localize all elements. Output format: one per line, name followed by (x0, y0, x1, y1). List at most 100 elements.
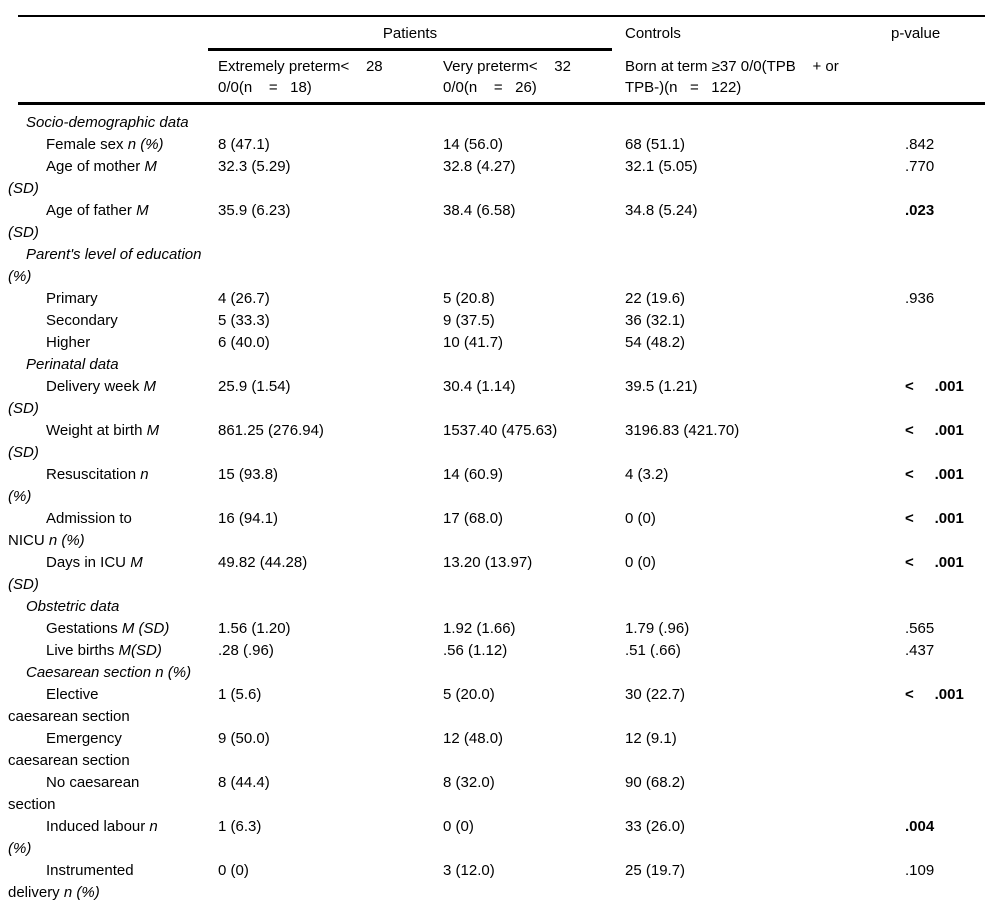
row-label: Age of mother M (SD) (8, 158, 157, 197)
cell-controls: 34.8 (5.24) (625, 202, 698, 219)
cell-very-preterm: 9 (37.5) (443, 312, 495, 329)
cell-very-preterm: 13.20 (13.97) (443, 554, 533, 571)
row-label: Weight at birth M (SD) (8, 422, 160, 461)
table-row: Delivery week M (SD) 25.9 (1.54) 30.4 (1… (8, 376, 1000, 420)
table-row: No caesarean section 8 (44.4) 8 (32.0) 9… (8, 772, 1000, 816)
row-label: Emergency caesarean section (8, 730, 130, 769)
cell-pvalue: < .001 (905, 686, 964, 703)
subheader-blank (8, 51, 218, 102)
comparison-table: Patients Controls p-value Extremely pret… (8, 15, 1000, 913)
table-row: Gestations M (SD) 1.56 (1.20) 1.92 (1.66… (8, 618, 1000, 640)
row-label: Live births M(SD) (46, 642, 162, 659)
table-row: Primary 4 (26.7) 5 (20.8) 22 (19.6) .936 (8, 288, 1000, 310)
cell-very-preterm: 10 (41.7) (443, 334, 504, 351)
cell-pvalue: .004 (905, 818, 935, 835)
cell-controls: 25 (19.7) (625, 862, 686, 879)
cell-controls: 0 (0) (625, 554, 656, 571)
cell-extremely-preterm: 49.82 (44.28) (218, 554, 308, 571)
cell-controls: .51 (.66) (625, 642, 681, 659)
cell-pvalue: < .001 (905, 510, 964, 527)
header-blank (8, 17, 218, 51)
cell-very-preterm: .56 (1.12) (443, 642, 508, 659)
cell-controls: 12 (9.1) (625, 730, 677, 747)
table-row: Female sex n (%) 8 (47.1) 14 (56.0) 68 (… (8, 134, 1000, 156)
cell-pvalue: .565 (905, 620, 935, 637)
cell-controls: 3196.83 (421.70) (625, 422, 740, 439)
cell-controls: 4 (3.2) (625, 466, 669, 483)
cell-controls: 68 (51.1) (625, 136, 686, 153)
cell-extremely-preterm: 8 (44.4) (218, 774, 270, 791)
cell-extremely-preterm: 1 (6.3) (218, 818, 262, 835)
cell-extremely-preterm: 1 (5.6) (218, 686, 262, 703)
cell-extremely-preterm: 25.9 (1.54) (218, 378, 291, 395)
cell-pvalue: .109 (905, 862, 935, 879)
cell-pvalue: < .001 (905, 554, 964, 571)
row-label: Obstetric data (26, 598, 120, 615)
cell-extremely-preterm: 8 (47.1) (218, 136, 270, 153)
table-row: Days in ICU M (SD) 49.82 (44.28) 13.20 (… (8, 552, 1000, 596)
table-row: Emergency caesarean section 9 (50.0) 12 … (8, 728, 1000, 772)
row-label: Gestations M (SD) (46, 620, 170, 637)
cell-extremely-preterm: 15 (93.8) (218, 466, 279, 483)
table-row: Admission to NICU n (%) 16 (94.1) 17 (68… (8, 508, 1000, 552)
table-row: Weight at birth M (SD) 861.25 (276.94) 1… (8, 420, 1000, 464)
cell-controls: 30 (22.7) (625, 686, 686, 703)
row-label: Higher (46, 334, 91, 351)
cell-very-preterm: 5 (20.0) (443, 686, 495, 703)
table-row: Secondary 5 (33.3) 9 (37.5) 36 (32.1) (8, 310, 1000, 332)
table-body: Socio-demographic data Female sex n (%) … (8, 105, 1000, 904)
cell-pvalue: .023 (905, 202, 935, 219)
cell-pvalue: < .001 (905, 422, 964, 439)
cell-controls: 54 (48.2) (625, 334, 686, 351)
cell-pvalue: < .001 (905, 466, 964, 483)
row-label: Perinatal data (26, 356, 119, 373)
cell-pvalue: .936 (905, 290, 935, 307)
cell-extremely-preterm: 9 (50.0) (218, 730, 270, 747)
header-controls-label: Controls (625, 25, 681, 42)
top-rule (18, 15, 985, 17)
row-label: Caesarean section n (%) (26, 664, 192, 681)
table-row: Age of father M (SD) 35.9 (6.23) 38.4 (6… (8, 200, 1000, 244)
table-row: Obstetric data (8, 596, 1000, 618)
header-separator-rule (18, 102, 985, 105)
cell-very-preterm: 1537.40 (475.63) (443, 422, 558, 439)
cell-controls: 32.1 (5.05) (625, 158, 698, 175)
table-row: Age of mother M (SD) 32.3 (5.29) 32.8 (4… (8, 156, 1000, 200)
cell-controls: 1.79 (.96) (625, 620, 690, 637)
subheader-born-at-term: Born at term ≥37 0/0(TPB + or TPB-)(n = … (625, 58, 839, 96)
cell-extremely-preterm: 6 (40.0) (218, 334, 270, 351)
subheader-very-preterm: Very preterm< 32 0/0(n = 26) (443, 58, 571, 96)
row-label: Induced labour n (%) (8, 818, 158, 857)
cell-extremely-preterm: 35.9 (6.23) (218, 202, 291, 219)
row-label: Primary (46, 290, 98, 307)
cell-very-preterm: 12 (48.0) (443, 730, 504, 747)
table-row: Higher 6 (40.0) 10 (41.7) 54 (48.2) (8, 332, 1000, 354)
row-label: Age of father M (SD) (8, 202, 149, 241)
table-row: Resuscitation n (%) 15 (93.8) 14 (60.9) … (8, 464, 1000, 508)
cell-very-preterm: 17 (68.0) (443, 510, 504, 527)
cell-pvalue: .770 (905, 158, 935, 175)
cell-very-preterm: 1.92 (1.66) (443, 620, 516, 637)
cell-very-preterm: 32.8 (4.27) (443, 158, 516, 175)
table-row: Socio-demographic data (8, 112, 1000, 134)
row-label: Days in ICU M (SD) (8, 554, 143, 593)
row-label: Admission to NICU n (%) (8, 510, 132, 549)
cell-extremely-preterm: 0 (0) (218, 862, 249, 879)
table-header: Patients Controls p-value Extremely pret… (8, 17, 1000, 102)
cell-pvalue: .842 (905, 136, 935, 153)
table-row: Live births M(SD) .28 (.96) .56 (1.12) .… (8, 640, 1000, 662)
cell-controls: 39.5 (1.21) (625, 378, 698, 395)
cell-controls: 33 (26.0) (625, 818, 686, 835)
cell-very-preterm: 14 (60.9) (443, 466, 504, 483)
cell-very-preterm: 8 (32.0) (443, 774, 495, 791)
cell-extremely-preterm: 32.3 (5.29) (218, 158, 291, 175)
table-row: Caesarean section n (%) (8, 662, 1000, 684)
row-label: Instrumented delivery n (%) (8, 862, 134, 901)
table-row: Elective caesarean section 1 (5.6) 5 (20… (8, 684, 1000, 728)
cell-very-preterm: 3 (12.0) (443, 862, 495, 879)
row-label: Delivery week M (SD) (8, 378, 157, 417)
header-patients-group: Patients (208, 17, 612, 51)
cell-very-preterm: 5 (20.8) (443, 290, 495, 307)
table-row: Induced labour n (%) 1 (6.3) 0 (0) 33 (2… (8, 816, 1000, 860)
cell-extremely-preterm: 16 (94.1) (218, 510, 279, 527)
